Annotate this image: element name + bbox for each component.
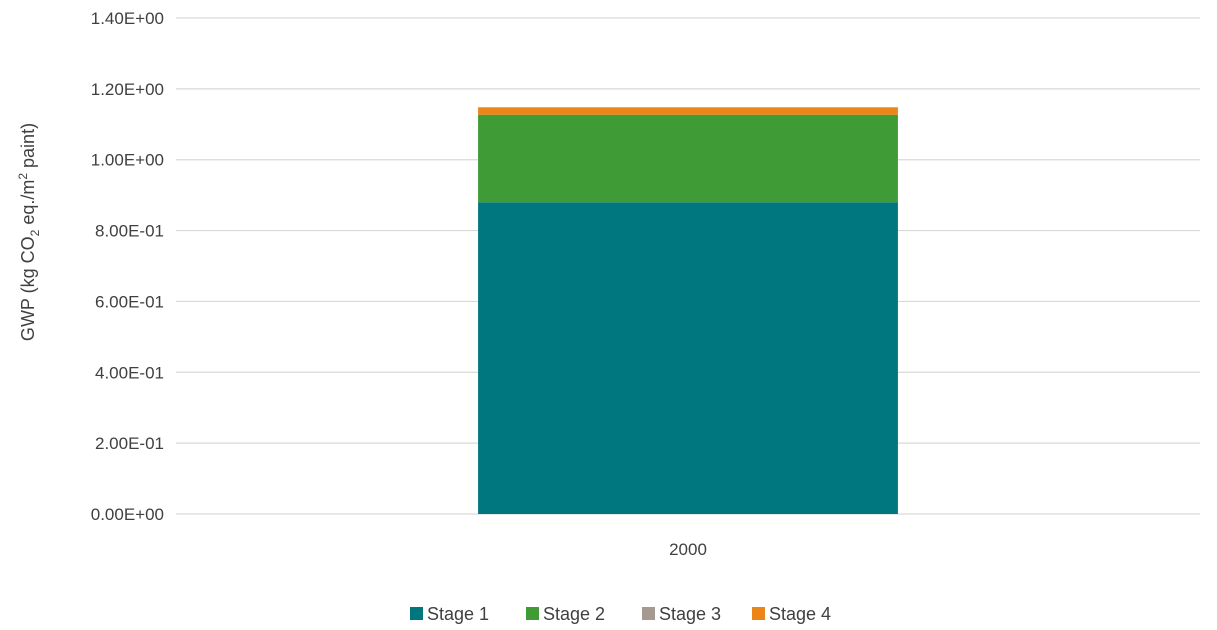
bar-segment-stage-1: [478, 202, 898, 514]
legend: Stage 1 Stage 2 Stage 3 Stage 4: [410, 604, 831, 624]
y-tick-label: 1.40E+00: [91, 9, 164, 28]
y-tick-label: 1.00E+00: [91, 151, 164, 170]
bar-segment-stage-2: [478, 114, 898, 203]
y-tick-label: 0.00E+00: [91, 505, 164, 524]
y-tick-label: 4.00E-01: [95, 363, 164, 382]
y-axis-title-superscript: 2: [16, 173, 30, 180]
legend-swatch: [642, 607, 655, 620]
legend-swatch: [526, 607, 539, 620]
y-axis-ticks: 0.00E+00 2.00E-01 4.00E-01 6.00E-01 8.00E-01…: [91, 9, 164, 524]
y-tick-label: 1.20E+00: [91, 80, 164, 99]
legend-label: Stage 4: [769, 604, 831, 624]
legend-label: Stage 1: [427, 604, 489, 624]
bars: [478, 107, 898, 514]
x-axis-ticks: 2000: [669, 540, 707, 559]
legend-label: Stage 3: [659, 604, 721, 624]
x-tick-label: 2000: [669, 540, 707, 559]
legend-label: Stage 2: [543, 604, 605, 624]
y-tick-label: 2.00E-01: [95, 434, 164, 453]
y-axis-title: GWP (kg CO2 eq./m2 paint): [16, 123, 42, 341]
legend-swatch: [752, 607, 765, 620]
bar-segment-stage-4: [478, 107, 898, 115]
legend-swatch: [410, 607, 423, 620]
y-tick-label: 8.00E-01: [95, 222, 164, 241]
y-axis-title-subscript: 2: [28, 229, 42, 236]
y-tick-label: 6.00E-01: [95, 292, 164, 311]
